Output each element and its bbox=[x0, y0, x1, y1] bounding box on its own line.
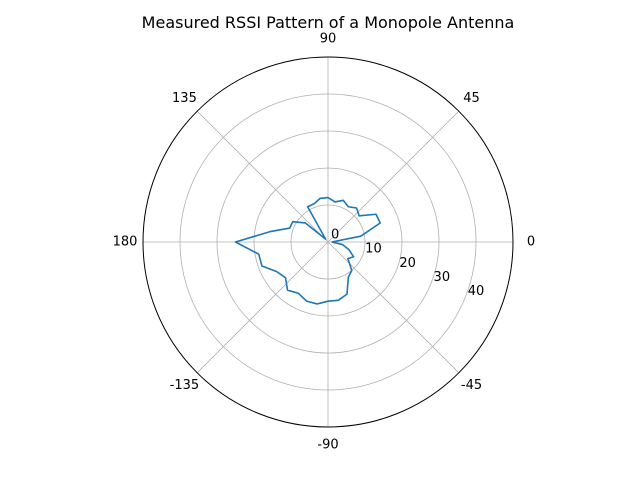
angle-tick-label: 0 bbox=[527, 235, 535, 250]
radial-tick-label: 30 bbox=[434, 270, 451, 285]
polar-frame bbox=[142, 56, 514, 428]
angular-gridline-1 bbox=[327, 110, 460, 243]
radial-tick-label: 40 bbox=[468, 284, 485, 299]
rssi-pattern-line bbox=[234, 196, 381, 305]
angle-tick-label: 90 bbox=[320, 32, 337, 47]
angle-tick-label: 180 bbox=[113, 235, 138, 250]
angle-tick-label: 45 bbox=[463, 91, 480, 106]
angular-gridline-3 bbox=[196, 110, 329, 243]
chart-title: Measured RSSI Pattern of a Monopole Ante… bbox=[142, 13, 515, 32]
radial-tick-labels: 0 10 20 30 40 bbox=[331, 228, 484, 300]
angle-tick-label: -45 bbox=[461, 378, 482, 393]
radial-tick-label: 10 bbox=[365, 242, 382, 257]
angle-tick-label: -135 bbox=[170, 378, 200, 393]
data-layer bbox=[234, 196, 381, 305]
angular-gridline-7 bbox=[327, 241, 460, 374]
angle-tick-label: -90 bbox=[317, 438, 338, 453]
angle-tick-labels: 0 45 90 135 180 -135 -90 -45 bbox=[113, 32, 536, 453]
angle-tick-label: 135 bbox=[172, 91, 197, 106]
radial-tick-label: 20 bbox=[399, 256, 416, 271]
angular-gridline-5 bbox=[196, 241, 329, 374]
radial-tick-label: 0 bbox=[331, 228, 339, 243]
angular-grid bbox=[143, 57, 513, 427]
